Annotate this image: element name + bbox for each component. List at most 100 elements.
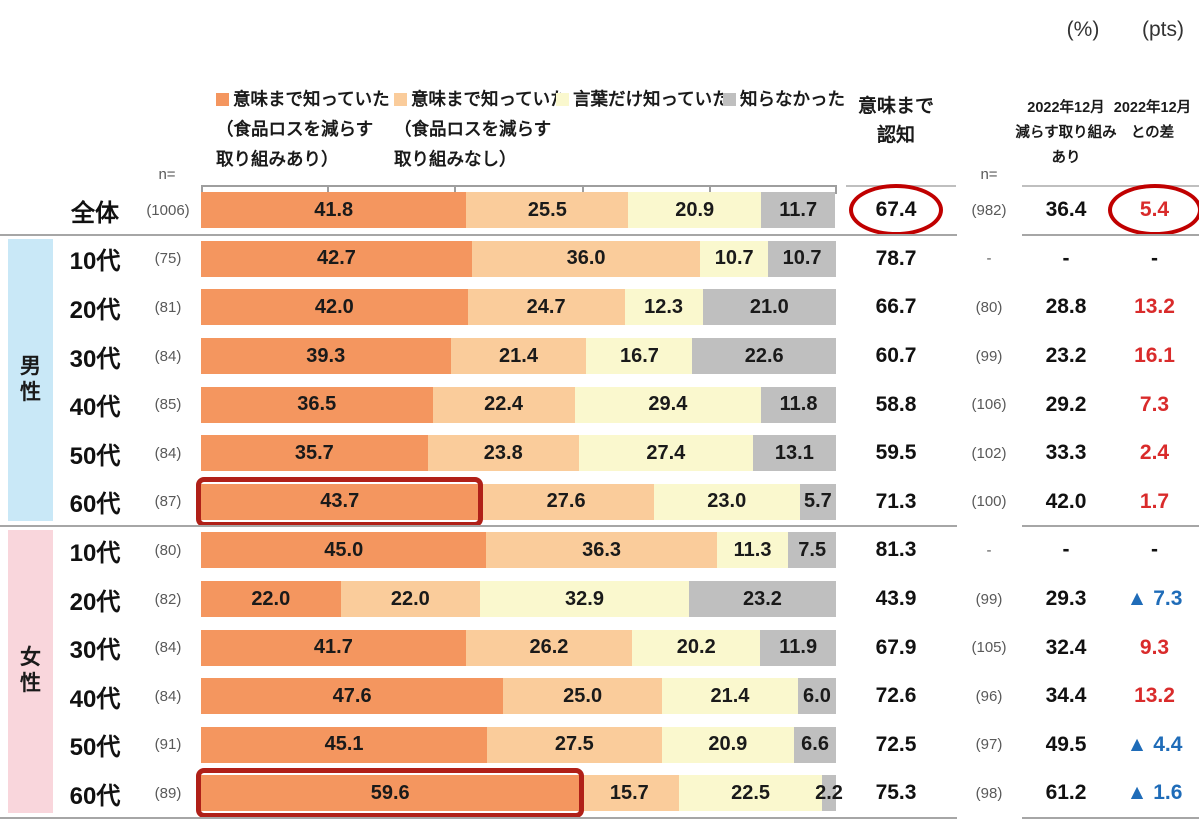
row-label: 全体 [71,199,119,227]
row-label: 30代 [69,345,121,373]
dec2022-action-value: 42.0 [1045,489,1087,513]
bar-segment-2: 10.7 [700,240,769,277]
data-row-9: 30代 (84) 41.7 26.2 20.2 11.9 67.9 (105) 32.4 9.3 [0,623,1199,672]
legend-swatch-yellow [556,92,569,106]
header-line: あり [1051,150,1081,166]
awareness-value: 72.5 [875,732,917,756]
data-row-10: 40代 (84) 47.6 25.0 21.4 6.0 72.6 (96) 34.4 13.2 [0,672,1199,721]
awareness-value: 67.4 [836,184,956,237]
bar-segment-2: 29.4 [574,386,762,423]
unit-percent-label: (%) [1066,18,1100,41]
data-row-8: 20代 (82) 22.0 22.0 32.9 23.2 43.9 (99) 29.3 ▲ 7.3 [0,575,1199,624]
bar-segment-0: 41.7 [201,629,466,666]
bar-segment-value: 26.2 [529,636,569,659]
row-label: 60代 [69,782,121,810]
bar-segment-3: 7.5 [788,532,836,569]
axis-tick-0 [201,185,203,194]
sample-size: (80) [154,541,182,559]
bar-segment-value: 22.0 [390,587,430,610]
bar-segment-value: 21.0 [749,295,789,318]
diff-value: 7.3 [1139,392,1170,416]
dec2022-sample-size: (98) [975,784,1003,802]
bar-axis [201,185,837,194]
dec2022-action-value: 29.3 [1045,587,1087,611]
awareness-value: 71.3 [875,489,917,513]
row-label: 50代 [69,442,121,470]
bar-segment-3: 10.7 [768,240,836,277]
legend-label-line3: 取り組みあり） [216,149,339,169]
bar-segment-3: 13.1 [752,435,836,472]
bar-segment-2: 11.3 [716,532,789,569]
row-label: 40代 [69,394,121,422]
dec2022-action-value: 32.4 [1045,635,1087,659]
bar-segment-value: 23.8 [483,441,523,464]
sample-size: (75) [154,250,182,268]
bar-segment-2: 22.5 [679,775,823,812]
legend-swatch-orange [216,92,229,106]
diff-value: - [1151,538,1158,562]
legend-item-did-not-know: 知らなかった [723,84,913,114]
bar-segment-value: 47.6 [332,684,372,707]
data-row-12: 60代 (89) 59.6 15.7 22.5 2.2 75.3 (98) 61.2 ▲ 1.6 [0,768,1199,819]
sample-size: (91) [154,736,182,754]
bar-segment-1: 27.6 [478,483,654,520]
column-header-dec2022-action: 2022年12月 減らす取り組み あり [1012,96,1120,171]
dec2022-sample-size: (99) [975,590,1003,608]
bar-segment-value: 45.1 [324,733,364,756]
awareness-value: 59.5 [875,441,917,465]
unit-pts-label: (pts) [1142,18,1184,41]
data-row-1: 10代 (75) 42.7 36.0 10.7 10.7 78.7 - - - [0,235,1199,284]
bar-segment-value: 11.9 [779,636,818,659]
bar-segment-value: 35.7 [294,441,334,464]
data-row-7: 10代 (80) 45.0 36.3 11.3 7.5 81.3 - - - [0,526,1199,575]
stacked-bar: 42.0 24.7 12.3 21.0 [201,289,836,326]
awareness-value: 81.3 [875,538,917,562]
sample-size: (82) [154,590,182,608]
diff-value: ▲ 7.3 [1126,587,1183,611]
row-label: 40代 [69,685,121,713]
diff-value: 16.1 [1134,344,1175,368]
data-row-total: 全体 (1006) 41.8 25.5 20.9 11.7 67.4 (982) 36.4 5.4 [0,184,1199,237]
bar-segment-1: 24.7 [467,289,625,326]
bar-segment-value: 22.4 [484,393,524,416]
bar-segment-value: 23.2 [742,587,782,610]
bar-segment-1: 15.7 [579,775,680,812]
red-circle-annotation [849,184,943,237]
legend-item-meaning-no-action: 意味まで知っていた （食品ロスを減らす 取り組みなし） [394,84,584,174]
separator-left [0,525,957,528]
bar-segment-0: 59.6 [201,775,580,812]
legend-label: 知らなかった [740,89,845,109]
dec2022-sample-size: (100) [971,493,1007,511]
bar-segment-value: 27.5 [554,733,594,756]
awareness-value: 60.7 [875,344,917,368]
row-label: 10代 [69,248,121,276]
separator-right [1022,816,1199,819]
dec2022-sample-size: (102) [971,444,1007,462]
bar-segment-value: 42.7 [316,247,356,270]
sample-size: (84) [154,639,182,657]
column-header-diff-from-dec2022: 2022年12月 との差 [1106,96,1199,146]
row-label: 50代 [69,734,121,762]
bar-segment-value: 27.6 [546,490,586,513]
dec2022-action-value: 36.4 [1045,198,1087,222]
bar-segment-2: 32.9 [480,581,689,618]
group-band-male: 男 性 [8,238,53,522]
bar-segment-value: 42.0 [314,295,354,318]
bar-segment-2: 21.4 [662,678,798,715]
diff-value: 13.2 [1134,684,1175,708]
red-circle-annotation [1107,184,1199,237]
bar-segment-value: 36.3 [582,538,622,561]
axis-tick-40 [454,185,457,194]
bar-segment-0: 39.3 [201,338,451,375]
data-row-3: 30代 (84) 39.3 21.4 16.7 22.6 60.7 (99) 23.2 16.1 [0,332,1199,381]
bar-segment-0: 45.1 [201,726,488,763]
legend-label: 意味まで知っていた [233,89,390,109]
bar-segment-value: 23.0 [707,490,747,513]
dec2022-sample-size: (80) [975,298,1003,316]
bar-segment-0: 47.6 [201,678,504,715]
n-equals-label-left: n= [158,166,176,183]
stacked-bar: 45.1 27.5 20.9 6.6 [201,726,836,763]
dec2022-action-value: 49.5 [1045,732,1087,756]
bar-segment-value: 29.4 [648,393,688,416]
